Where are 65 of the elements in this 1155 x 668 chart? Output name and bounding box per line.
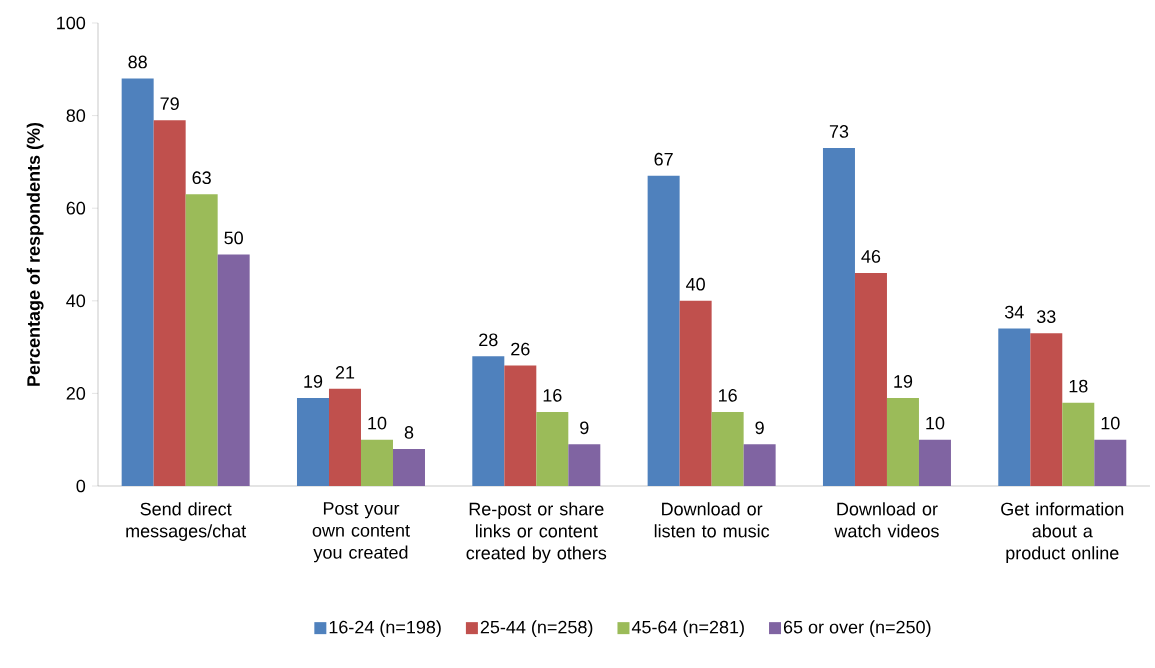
data-label: 34 xyxy=(1004,305,1024,319)
data-label: 73 xyxy=(829,125,849,138)
x-tick-label: Download or listen to music xyxy=(654,502,770,538)
data-label: 8 xyxy=(404,426,414,439)
bar xyxy=(153,120,186,486)
data-label: 28 xyxy=(479,333,498,347)
data-label: 46 xyxy=(861,250,881,263)
bar xyxy=(217,254,250,486)
bar xyxy=(185,194,218,486)
data-label: 50 xyxy=(224,231,243,245)
data-label: 67 xyxy=(654,152,673,166)
bar xyxy=(822,148,855,486)
bar xyxy=(1030,333,1063,486)
bar xyxy=(328,388,361,486)
legend-label: 65 or over (n=250) xyxy=(783,620,931,638)
x-tick-label: Re-post or share links or content created by others xyxy=(466,502,607,563)
bar xyxy=(886,398,919,486)
legend-label: 16-24 (n=198) xyxy=(329,620,441,638)
bar xyxy=(679,300,712,486)
data-label: 19 xyxy=(894,375,913,388)
y-tick-label: 40 xyxy=(66,294,86,308)
y-tick-label: 80 xyxy=(66,109,86,122)
bar xyxy=(711,411,744,486)
data-label: 19 xyxy=(304,375,323,388)
bar xyxy=(998,328,1031,486)
x-tick-label: Download or watch videos xyxy=(834,502,939,538)
bar xyxy=(504,365,537,486)
data-label: 88 xyxy=(128,55,147,69)
bar xyxy=(360,439,393,486)
bar xyxy=(743,444,776,486)
bar xyxy=(568,444,601,486)
bar xyxy=(647,175,680,486)
y-tick-label: 0 xyxy=(76,479,86,493)
data-label: 10 xyxy=(1101,416,1120,430)
legend-label: 45-64 (n=281) xyxy=(631,620,744,638)
bar xyxy=(472,356,505,486)
data-label: 26 xyxy=(511,342,530,356)
data-label: 79 xyxy=(160,97,179,111)
y-axis-title: Percentage of respondents (%) xyxy=(26,122,44,386)
bar xyxy=(296,398,329,486)
bar xyxy=(392,448,425,486)
data-label: 10 xyxy=(926,416,945,430)
x-tick-label: Send direct messages/chat xyxy=(126,502,247,541)
data-label: 9 xyxy=(755,421,764,435)
data-label: 16 xyxy=(543,388,562,402)
data-label: 16 xyxy=(719,388,737,402)
y-tick-label: 20 xyxy=(66,387,86,400)
bar xyxy=(1062,402,1095,486)
x-tick-label: Get information about a product online xyxy=(1001,502,1124,563)
data-label: 21 xyxy=(335,366,355,379)
legend-label: 25-44 (n=258) xyxy=(480,620,593,638)
data-label: 40 xyxy=(686,277,705,291)
bar xyxy=(536,411,569,486)
bar xyxy=(121,78,154,486)
bar xyxy=(918,439,951,486)
data-label: 10 xyxy=(368,416,387,430)
data-label: 9 xyxy=(580,421,589,435)
x-tick-label: Post your own content you created xyxy=(312,502,410,563)
bar xyxy=(1094,439,1127,486)
data-label: 18 xyxy=(1069,379,1088,393)
data-label: 33 xyxy=(1036,310,1056,324)
y-tick-label: 60 xyxy=(66,201,86,215)
y-tick-label: 100 xyxy=(57,16,86,30)
bar xyxy=(854,273,887,486)
data-label: 63 xyxy=(192,171,211,185)
